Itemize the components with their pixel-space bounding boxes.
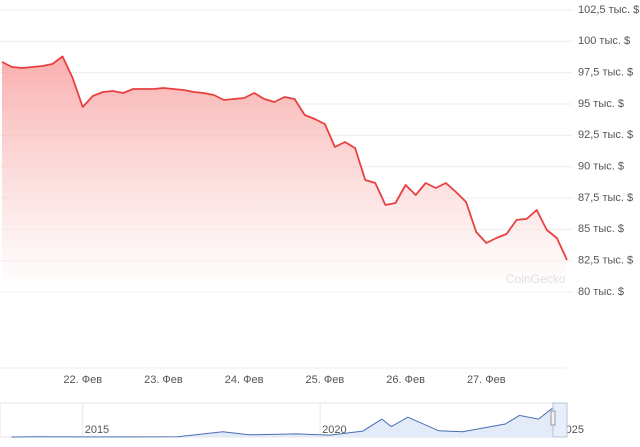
y-tick-label: 95 тыс. $ <box>578 98 624 110</box>
x-tick-label: 2015 <box>85 424 109 436</box>
x-tick-label: 2020 <box>322 424 346 436</box>
x-tick-label: 27. Фев <box>467 374 506 386</box>
price-line <box>1 55 568 261</box>
navigator-area <box>11 404 566 437</box>
x-tick-label: 23. Фев <box>144 374 183 386</box>
x-tick-label: 26. Фев <box>386 374 425 386</box>
x-tick-label: 22. Фев <box>63 374 102 386</box>
x-tick-label: 24. Фев <box>225 374 264 386</box>
y-tick-label: 87,5 тыс. $ <box>578 192 633 204</box>
navigator-handle[interactable] <box>550 410 556 426</box>
price-chart: 80 тыс. $ 82,5 тыс. $ 85 тыс. $ 87,5 тыс. $… <box>0 4 639 386</box>
y-tick-label: 97,5 тыс. $ <box>578 67 633 79</box>
navigator-line <box>11 403 566 438</box>
price-area <box>2 56 567 293</box>
chart-layer: 80 тыс. $ 82,5 тыс. $ 85 тыс. $ 87,5 тыс. $… <box>0 4 639 386</box>
x-tick-label: 25. Фев <box>306 374 345 386</box>
y-tick-label: 92,5 тыс. $ <box>578 129 633 141</box>
y-tick-label: 100 тыс. $ <box>578 35 630 47</box>
y-tick-label: 90 тыс. $ <box>578 161 624 173</box>
y-tick-label: 85 тыс. $ <box>578 223 624 235</box>
navigator: 2015 2020 2025 <box>0 402 584 438</box>
y-tick-label: 82,5 тыс. $ <box>578 255 633 267</box>
y-tick-label: 102,5 тыс. $ <box>578 4 639 16</box>
y-tick-label: 80 тыс. $ <box>578 286 624 298</box>
